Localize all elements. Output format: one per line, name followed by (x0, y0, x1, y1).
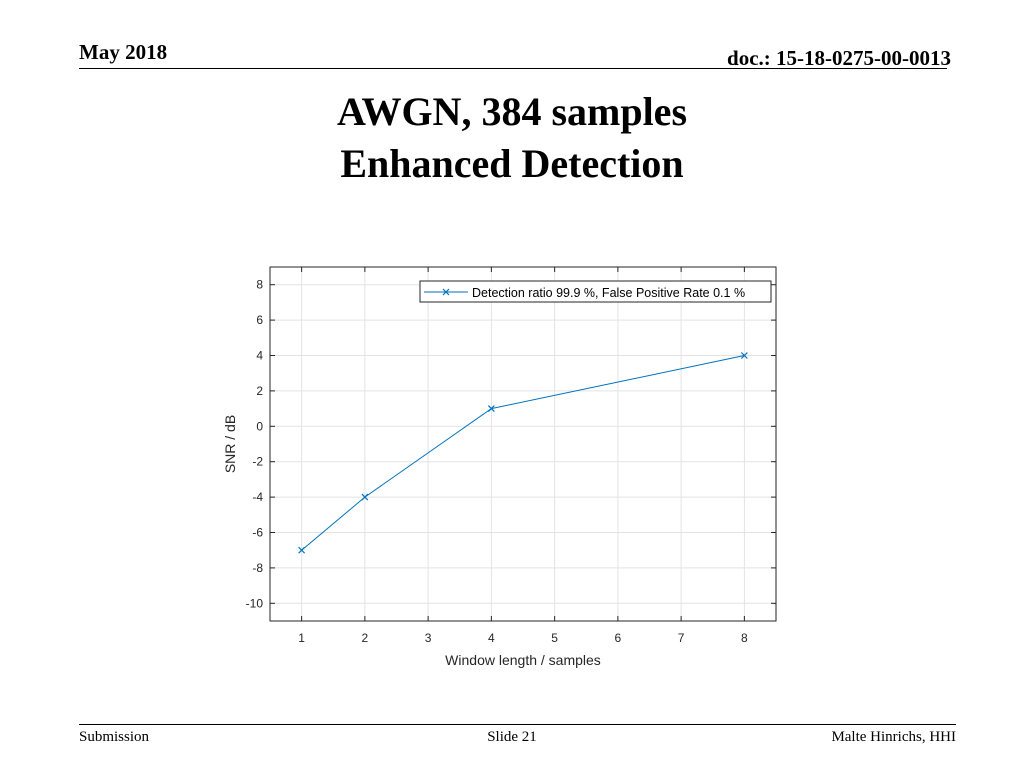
footer-author: Malte Hinrichs, HHI (831, 729, 956, 745)
header-divider (79, 68, 947, 69)
header-doc-number: doc.: 15-18-0275-00-0013 (727, 46, 951, 70)
series-line (301, 355, 745, 551)
y-tick-label: -10 (246, 596, 264, 610)
legend-marker (442, 288, 450, 296)
y-axis-label: SNR / dB (222, 415, 238, 473)
x-tick-label: 4 (488, 631, 495, 645)
footer-slide-number: Slide 21 (487, 729, 537, 745)
data-point-marker (740, 352, 748, 359)
y-tick-label: -4 (252, 490, 263, 504)
data-point-marker (361, 493, 369, 501)
y-axis: -10 -8 -6 -4 -2 0 2 4 6 8 (246, 278, 776, 610)
plot-area-frame (269, 266, 777, 622)
x-axis-label: Window length / samples (445, 652, 601, 668)
y-tick-label: 6 (256, 313, 263, 327)
legend-box (419, 280, 772, 303)
footer-submission: Submission (79, 729, 150, 745)
x-tick-label: 6 (615, 631, 622, 645)
x-tick-label: 5 (551, 631, 558, 645)
y-tick-label: -8 (252, 561, 263, 575)
x-tick-label: 8 (741, 631, 748, 645)
slide-title-line-1: AWGN, 384 samples (336, 89, 688, 134)
snr-chart: 1 2 3 4 5 6 7 8 -10 -8 -6 -4 -2 0 2 4 6 8 Window length … (222, 266, 777, 668)
chart-series (298, 352, 748, 554)
y-tick-label: 8 (256, 278, 263, 292)
y-tick-label: 2 (256, 384, 263, 398)
x-tick-label: 1 (298, 631, 305, 645)
x-axis: 1 2 3 4 5 6 7 8 (298, 267, 748, 645)
y-tick-label: -2 (252, 455, 263, 469)
data-point-marker (298, 546, 306, 554)
x-tick-label: 7 (678, 631, 685, 645)
x-tick-label: 2 (362, 631, 369, 645)
y-tick-label: 0 (256, 419, 263, 433)
chart-grid (270, 267, 776, 621)
legend-entry-label: Detection ratio 99.9 %, False Positive R… (472, 286, 745, 300)
slide-title-line-2: Enhanced Detection (340, 141, 684, 186)
y-tick-label: -6 (252, 526, 263, 540)
x-tick-label: 3 (425, 631, 432, 645)
footer-divider (79, 724, 956, 725)
y-tick-label: 4 (256, 349, 263, 363)
legend: Detection ratio 99.9 %, False Positive R… (419, 280, 772, 303)
data-point-marker (487, 405, 495, 413)
header-date: May 2018 (79, 40, 168, 64)
slide-title: AWGN, 384 samples Enhanced Detection (0, 86, 1024, 190)
